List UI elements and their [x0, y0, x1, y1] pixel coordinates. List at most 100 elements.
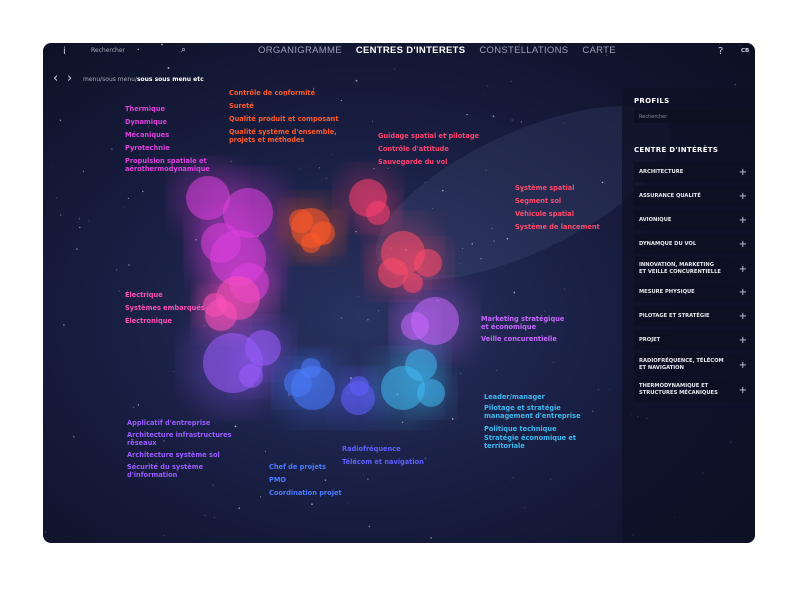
interest-label[interactable]: Pyrotechnie	[125, 144, 170, 152]
interest-bubble[interactable]	[239, 364, 263, 388]
plus-icon[interactable]: +	[738, 263, 747, 275]
interest-label[interactable]: Coordination projet	[269, 489, 342, 497]
interest-bubble[interactable]	[289, 209, 313, 233]
interest-label[interactable]: Thermique	[125, 105, 165, 113]
interest-label[interactable]: Système de lancement	[515, 223, 600, 231]
tab-1[interactable]: CENTRES D'INTERETS	[355, 45, 466, 56]
interest-label[interactable]: Veille concurentielle	[481, 335, 557, 343]
interest-item-label: ARCHITECTURE	[639, 168, 684, 175]
star	[78, 218, 80, 220]
user-avatar[interactable]: CB	[741, 48, 750, 54]
interest-label[interactable]: Radiofréquence	[342, 445, 401, 453]
star	[128, 264, 130, 267]
star	[340, 99, 343, 102]
interest-item[interactable]: AVIONIQUE +	[634, 210, 752, 230]
star	[387, 167, 389, 169]
interest-label[interactable]: Contrôle d'attitude	[378, 145, 449, 153]
star	[424, 182, 426, 183]
interest-bubble[interactable]	[223, 188, 273, 238]
plus-icon[interactable]: +	[738, 359, 747, 371]
plus-icon[interactable]: +	[738, 384, 747, 396]
back-arrow-icon[interactable]: ‹	[53, 71, 59, 86]
forward-arrow-icon[interactable]: ›	[67, 71, 73, 86]
plus-icon[interactable]: +	[738, 238, 747, 250]
interest-label[interactable]: Électronique	[125, 317, 172, 325]
interest-label[interactable]: Électrique	[125, 291, 163, 299]
interest-label[interactable]: Véhicule spatial	[515, 210, 575, 218]
interest-label[interactable]: Propulsion spatiale et aérothermodynamiq…	[125, 157, 210, 173]
search-icon[interactable]: ⌕	[181, 45, 187, 55]
plus-icon[interactable]: +	[738, 334, 747, 346]
interest-label[interactable]: Mécaniques	[125, 131, 170, 139]
info-icon[interactable]: i	[63, 46, 66, 57]
interest-item[interactable]: DYNAMQUE DU VOL +	[634, 234, 752, 254]
interest-bubble[interactable]	[401, 312, 429, 340]
interest-item[interactable]: ASSURANCE QUALITÉ +	[634, 186, 752, 206]
interest-item[interactable]: PROJET +	[634, 330, 752, 350]
interest-bubble[interactable]	[203, 293, 227, 317]
interest-label[interactable]: Sauvegarde du vol	[378, 158, 448, 166]
star	[493, 240, 496, 243]
star	[284, 94, 286, 97]
interest-item[interactable]: INNOVATION, MARKETING ET VEILLE CONCUREN…	[634, 257, 752, 281]
interest-label[interactable]: Dynamique	[125, 118, 167, 126]
interest-bubble[interactable]	[301, 358, 321, 378]
interest-bubble[interactable]	[186, 176, 230, 220]
interest-bubble[interactable]	[378, 258, 408, 288]
search-input[interactable]: Rechercher	[91, 47, 125, 54]
plus-icon[interactable]: +	[738, 190, 747, 202]
star	[739, 45, 741, 46]
interest-label[interactable]: Chef de projets	[269, 463, 326, 471]
interest-bubble[interactable]	[245, 330, 281, 366]
interest-bubble[interactable]	[366, 201, 390, 225]
star	[167, 67, 170, 69]
interest-label[interactable]: Leader/manager	[484, 393, 545, 401]
interest-item[interactable]: MESURE PHYSIQUE +	[634, 282, 752, 302]
tab-3[interactable]: CARTE	[582, 45, 616, 56]
help-button[interactable]: ?	[718, 46, 724, 57]
interest-item[interactable]: PILOTAGE ET STRATÉGIE +	[634, 306, 752, 326]
interest-label[interactable]: Qualité système d'ensemble, projets et m…	[229, 128, 337, 144]
interest-bubble[interactable]	[417, 379, 445, 407]
plus-icon[interactable]: +	[738, 286, 747, 298]
interest-label[interactable]: Sécurité du système d'information	[127, 463, 204, 479]
interest-bubbles	[172, 162, 474, 426]
tab-0[interactable]: ORGANIGRAMME	[258, 45, 342, 56]
interest-label[interactable]: Qualité produit et composant	[229, 115, 339, 123]
interest-label[interactable]: Stratégie économique et territoriale	[484, 434, 577, 450]
interest-bubble[interactable]	[403, 273, 423, 293]
interest-bubble[interactable]	[405, 349, 437, 381]
star	[430, 537, 432, 539]
interest-label[interactable]: Politique technique	[484, 425, 557, 433]
interest-label[interactable]: Applicatif d'entreprise	[127, 419, 211, 427]
interest-label[interactable]: Architecture infrastructures réseaux	[127, 431, 232, 447]
star	[512, 477, 514, 479]
interest-label[interactable]: Système spatial	[515, 184, 575, 192]
interest-label[interactable]: Sureté	[229, 102, 254, 110]
top-bar: i Rechercher ⌕ ORGANIGRAMME CENTRES D'INT…	[43, 43, 755, 61]
interest-label[interactable]: Architecture système sol	[127, 451, 220, 459]
interest-bubble[interactable]	[414, 249, 442, 277]
breadcrumb-path[interactable]: menu/sous menu/	[83, 76, 137, 83]
interest-label[interactable]: Segment sol	[515, 197, 562, 205]
interest-label[interactable]: Guidage spatial et pilotage	[378, 132, 480, 140]
plus-icon[interactable]: +	[738, 214, 747, 226]
star	[496, 370, 497, 371]
interest-label[interactable]: Télécom et navigation	[342, 458, 424, 466]
star	[264, 450, 266, 453]
interest-item[interactable]: RADIOFRÉQUENCE, TÉLÉCOM ET NAVIGATION +	[634, 353, 752, 377]
interest-bubble[interactable]	[349, 376, 369, 396]
interest-label[interactable]: Pilotage et stratégie management d'entre…	[484, 404, 581, 420]
interest-label[interactable]: Contrôle de conformité	[229, 89, 316, 97]
interest-label[interactable]: Systèmes embarqués	[125, 304, 205, 312]
plus-icon[interactable]: +	[738, 310, 747, 322]
interest-label[interactable]: Marketing stratégique et économique	[481, 315, 565, 331]
star	[544, 310, 545, 312]
interest-item[interactable]: ARCHITECTURE +	[634, 162, 752, 182]
plus-icon[interactable]: +	[738, 166, 747, 178]
interest-bubble[interactable]	[301, 233, 321, 253]
tab-2[interactable]: CONSTELLATIONS	[479, 45, 569, 56]
interest-item[interactable]: THERMODYNAMIQUE ET STRUCTURES MÉCANIQUES…	[634, 378, 752, 402]
profiles-search-input[interactable]: Rechercher	[634, 110, 752, 123]
interest-label[interactable]: PMO	[269, 476, 286, 484]
